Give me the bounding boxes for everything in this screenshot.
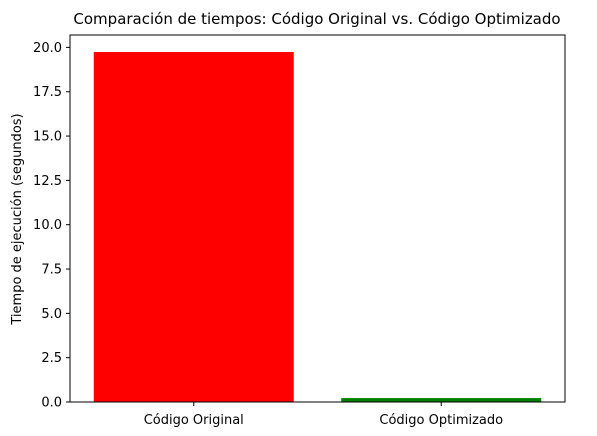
y-tick-label: 2.5 [41,351,62,366]
y-tick-label: 5.0 [41,307,62,322]
plot-frame [69,34,566,403]
x-tick-label: Código Optimizado [379,413,503,428]
x-tick-label: Código Original [144,413,244,428]
chart-title: Comparación de tiempos: Código Original … [73,10,560,28]
bar-1 [341,398,542,402]
bar-0 [93,52,294,402]
y-tick-label: 12.5 [33,174,62,189]
y-tick-label: 15.0 [33,130,62,145]
y-tick-label: 10.0 [33,218,62,233]
ticks-layer: Código Original Código Optimizado 0.0 2.5 5.… [33,41,503,428]
y-tick-label: 0.0 [41,396,62,411]
y-axis-label: Tiempo de ejecución (segundos) [10,113,25,325]
y-tick-label: 17.5 [33,85,62,100]
bars-layer [93,52,542,402]
y-tick-label: 7.5 [41,263,62,278]
y-tick-label: 20.0 [33,41,62,56]
